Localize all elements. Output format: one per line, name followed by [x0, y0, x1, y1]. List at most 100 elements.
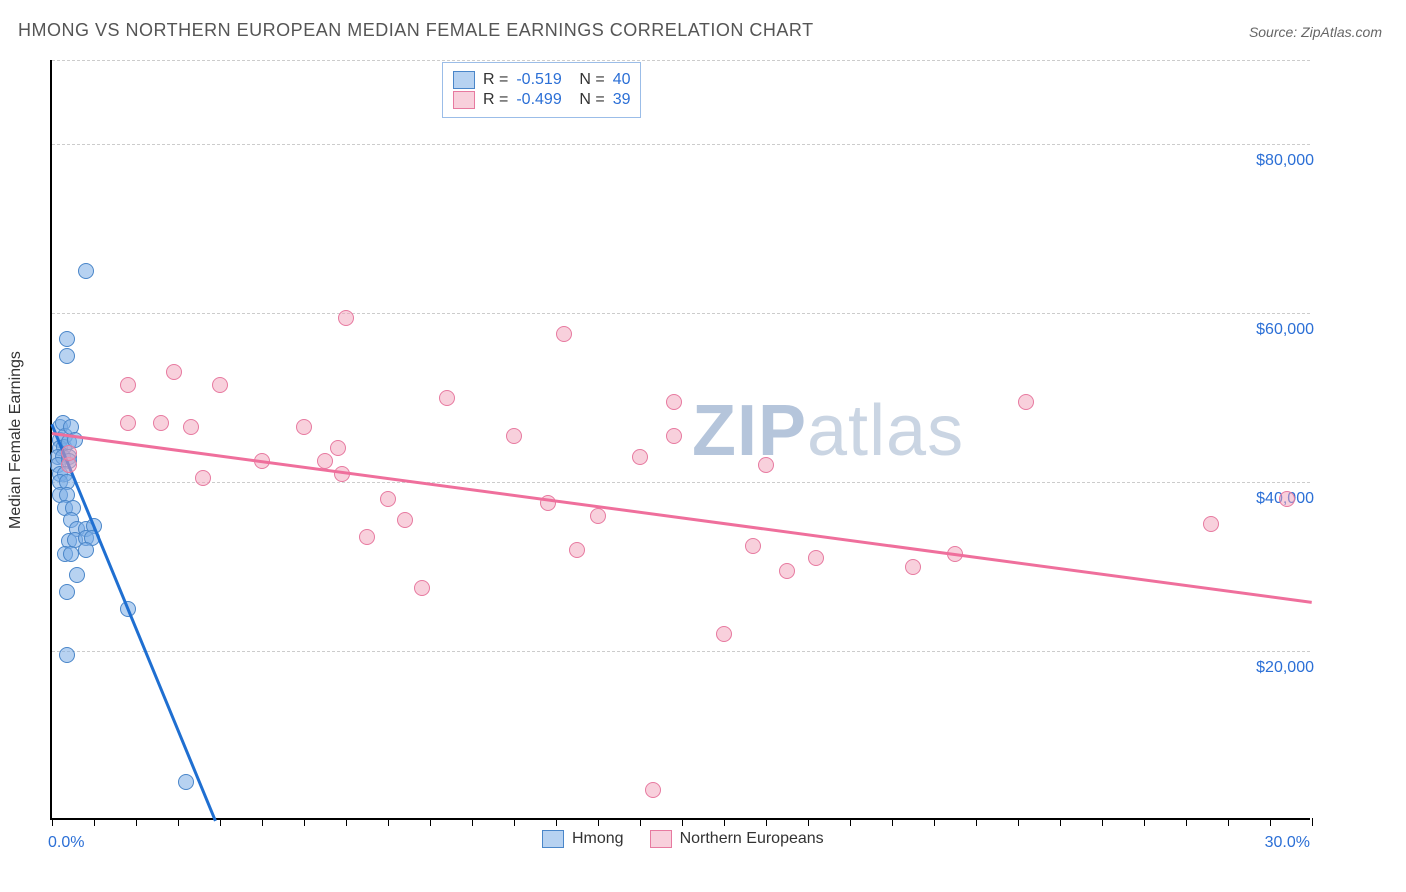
- data-point: [397, 512, 413, 528]
- legend-swatch: [650, 830, 672, 848]
- legend-swatch: [453, 71, 475, 89]
- legend-r-value: -0.519: [516, 71, 571, 89]
- legend-n-value: 40: [613, 71, 631, 89]
- chart-title: HMONG VS NORTHERN EUROPEAN MEDIAN FEMALE…: [18, 20, 814, 41]
- x-tick: [430, 818, 431, 826]
- data-point: [296, 419, 312, 435]
- bottom-legend: Hmong Northern Europeans: [542, 830, 824, 848]
- legend-r-value: -0.499: [516, 91, 571, 109]
- x-tick: [178, 818, 179, 826]
- source-attribution: Source: ZipAtlas.com: [1249, 24, 1382, 40]
- data-point: [63, 546, 79, 562]
- legend-n-value: 39: [613, 91, 631, 109]
- data-point: [1279, 491, 1295, 507]
- data-point: [590, 508, 606, 524]
- x-tick: [514, 818, 515, 826]
- data-point: [59, 584, 75, 600]
- x-tick: [1102, 818, 1103, 826]
- data-point: [120, 377, 136, 393]
- watermark-rest: atlas: [807, 391, 964, 471]
- x-tick: [388, 818, 389, 826]
- gridline: [52, 60, 1310, 61]
- data-point: [506, 428, 522, 444]
- legend-label: Northern Europeans: [680, 830, 824, 848]
- data-point: [69, 567, 85, 583]
- data-point: [632, 449, 648, 465]
- legend-n-label: N =: [579, 91, 604, 109]
- gridline: [52, 651, 1310, 652]
- data-point: [317, 453, 333, 469]
- data-point: [745, 538, 761, 554]
- trend-line: [51, 424, 217, 822]
- data-point: [183, 419, 199, 435]
- watermark: ZIPatlas: [692, 390, 964, 472]
- data-point: [153, 415, 169, 431]
- data-point: [195, 470, 211, 486]
- x-tick: [1018, 818, 1019, 826]
- y-tick-label: $20,000: [1256, 659, 1314, 677]
- data-point: [359, 529, 375, 545]
- data-point: [212, 377, 228, 393]
- plot-area: ZIPatlas $20,000$40,000$60,000$80,0000.0…: [50, 60, 1310, 820]
- x-tick: [94, 818, 95, 826]
- data-point: [120, 415, 136, 431]
- data-point: [808, 550, 824, 566]
- x-tick: [1312, 818, 1313, 826]
- x-tick: [472, 818, 473, 826]
- x-tick: [892, 818, 893, 826]
- legend-stats: R = -0.519 N = 40 R = -0.499 N = 39: [442, 62, 641, 118]
- data-point: [905, 559, 921, 575]
- x-tick: [1228, 818, 1229, 826]
- x-tick: [136, 818, 137, 826]
- data-point: [666, 394, 682, 410]
- data-point: [556, 326, 572, 342]
- x-tick: [766, 818, 767, 826]
- data-point: [61, 445, 77, 461]
- x-tick: [850, 818, 851, 826]
- x-tick: [682, 818, 683, 826]
- legend-swatch: [542, 830, 564, 848]
- data-point: [1018, 394, 1034, 410]
- x-tick: [598, 818, 599, 826]
- legend-r-label: R =: [483, 91, 508, 109]
- data-point: [439, 390, 455, 406]
- data-point: [78, 542, 94, 558]
- x-tick: [934, 818, 935, 826]
- data-point: [59, 647, 75, 663]
- legend-r-label: R =: [483, 71, 508, 89]
- trend-line: [52, 432, 1312, 603]
- gridline: [52, 144, 1310, 145]
- x-tick: [220, 818, 221, 826]
- bottom-legend-item: Hmong: [542, 830, 624, 848]
- x-tick: [52, 818, 53, 826]
- legend-stats-row: R = -0.519 N = 40: [453, 71, 630, 89]
- x-tick-label: 30.0%: [1265, 834, 1310, 852]
- gridline: [52, 313, 1310, 314]
- data-point: [716, 626, 732, 642]
- x-tick-label: 0.0%: [48, 834, 84, 852]
- y-tick-label: $60,000: [1256, 321, 1314, 339]
- data-point: [78, 263, 94, 279]
- data-point: [380, 491, 396, 507]
- x-tick: [724, 818, 725, 826]
- x-tick: [976, 818, 977, 826]
- gridline: [52, 482, 1310, 483]
- y-tick-label: $80,000: [1256, 152, 1314, 170]
- x-tick: [1144, 818, 1145, 826]
- data-point: [178, 774, 194, 790]
- x-tick: [808, 818, 809, 826]
- data-point: [569, 542, 585, 558]
- legend-n-label: N =: [579, 71, 604, 89]
- y-axis-label: Median Female Earnings: [7, 351, 25, 529]
- data-point: [330, 440, 346, 456]
- data-point: [166, 364, 182, 380]
- data-point: [414, 580, 430, 596]
- data-point: [758, 457, 774, 473]
- legend-stats-row: R = -0.499 N = 39: [453, 91, 630, 109]
- data-point: [666, 428, 682, 444]
- data-point: [1203, 516, 1219, 532]
- legend-label: Hmong: [572, 830, 624, 848]
- legend-swatch: [453, 91, 475, 109]
- data-point: [59, 348, 75, 364]
- x-tick: [304, 818, 305, 826]
